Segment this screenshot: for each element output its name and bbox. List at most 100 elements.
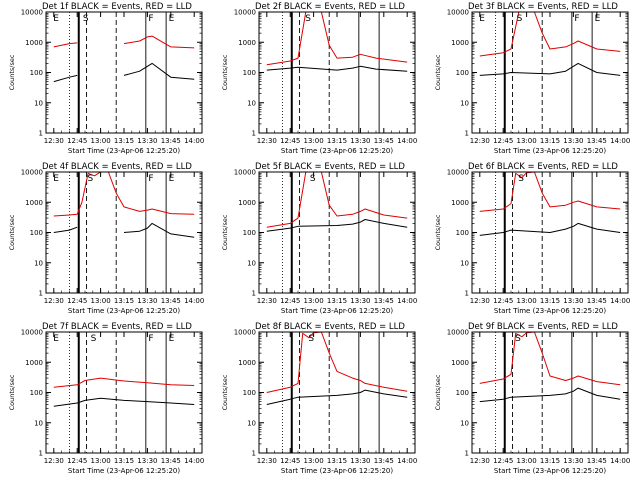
x-tick-label: 13:15 bbox=[327, 137, 347, 145]
x-tick-label: 13:30 bbox=[350, 457, 370, 465]
x-tick-label: 14:00 bbox=[184, 297, 204, 305]
chart-title: Det 3f BLACK = Events, RED = LLD bbox=[468, 2, 618, 12]
x-tick-label: 13:00 bbox=[304, 457, 324, 465]
chart-panel: Det 3f BLACK = Events, RED = LLD Counts/s… bbox=[434, 2, 630, 155]
x-tick-label: 13:30 bbox=[350, 297, 370, 305]
y-tick-label: 100 bbox=[456, 389, 469, 397]
lld-series-line bbox=[479, 171, 621, 212]
x-axis-label: Start Time (23-Apr-06 12:25:20) bbox=[68, 147, 180, 155]
chart-panel: Det 1f BLACK = Events, RED = LLD Counts/s… bbox=[8, 2, 204, 155]
x-tick-label: 14:00 bbox=[184, 457, 204, 465]
chart-panel: Det 5f BLACK = Events, RED = LLD Counts/s… bbox=[221, 162, 417, 315]
x-tick-label: 13:00 bbox=[517, 137, 537, 145]
y-tick-label: 10 bbox=[460, 99, 469, 107]
plot-frame bbox=[471, 11, 629, 134]
chart-title: Det 8f BLACK = Events, RED = LLD bbox=[255, 322, 405, 332]
y-tick-label: 1000 bbox=[238, 359, 256, 367]
plot-frame bbox=[258, 11, 416, 134]
events-series-line bbox=[266, 219, 408, 232]
x-tick-label: 12:30 bbox=[44, 137, 64, 145]
y-axis-label: Counts/sec bbox=[434, 214, 442, 250]
y-tick-label: 1000 bbox=[238, 199, 256, 207]
y-tick-label: 100 bbox=[456, 229, 469, 237]
x-tick-label: 13:00 bbox=[517, 297, 537, 305]
chart-panel: Det 7f BLACK = Events, RED = LLD Counts/s… bbox=[8, 322, 204, 475]
x-tick-label: 13:45 bbox=[161, 137, 181, 145]
x-tick-label: 13:30 bbox=[137, 297, 157, 305]
x-tick-label: 13:00 bbox=[304, 297, 324, 305]
x-axis-label: Start Time (23-Apr-06 12:25:20) bbox=[494, 307, 606, 315]
x-tick-label: 13:15 bbox=[540, 297, 560, 305]
interval-marker-label: E bbox=[595, 14, 601, 24]
y-tick-label: 10 bbox=[34, 259, 43, 267]
x-tick-label: 12:45 bbox=[280, 457, 300, 465]
y-tick-label: 10000 bbox=[447, 169, 469, 177]
interval-marker-label: F bbox=[148, 334, 153, 344]
y-tick-label: 10 bbox=[247, 99, 256, 107]
x-tick-label: 13:00 bbox=[91, 457, 111, 465]
x-axis-label: Start Time (23-Apr-06 12:25:20) bbox=[494, 147, 606, 155]
x-tick-label: 13:45 bbox=[587, 457, 607, 465]
y-axis-label: Counts/sec bbox=[434, 374, 442, 410]
y-tick-label: 1 bbox=[39, 130, 43, 138]
y-tick-label: 1000 bbox=[451, 39, 469, 47]
events-series-line bbox=[53, 397, 195, 407]
x-tick-label: 14:00 bbox=[397, 457, 417, 465]
x-tick-label: 12:45 bbox=[493, 297, 513, 305]
lld-series-line bbox=[479, 11, 621, 57]
chart-title: Det 6f BLACK = Events, RED = LLD bbox=[468, 162, 618, 172]
interval-marker-label: F bbox=[574, 14, 579, 24]
y-tick-label: 100 bbox=[243, 389, 256, 397]
y-tick-label: 1 bbox=[465, 130, 469, 138]
plot-frame bbox=[258, 331, 416, 454]
events-series-line bbox=[479, 62, 621, 76]
y-axis-label: Counts/sec bbox=[221, 54, 229, 90]
x-tick-label: 13:45 bbox=[587, 297, 607, 305]
y-tick-label: 10000 bbox=[447, 329, 469, 337]
x-axis-label: Start Time (23-Apr-06 12:25:20) bbox=[281, 147, 393, 155]
x-tick-label: 13:45 bbox=[587, 137, 607, 145]
chart-panel: Det 8f BLACK = Events, RED = LLD Counts/s… bbox=[221, 322, 417, 475]
lld-series-line bbox=[266, 331, 408, 393]
y-tick-label: 1000 bbox=[25, 359, 43, 367]
x-tick-label: 12:45 bbox=[493, 457, 513, 465]
x-tick-label: 14:00 bbox=[397, 297, 417, 305]
interval-marker-label: E bbox=[169, 14, 175, 24]
interval-marker-label: S bbox=[308, 334, 314, 344]
x-tick-label: 13:15 bbox=[327, 297, 347, 305]
y-axis-label: Counts/sec bbox=[8, 214, 16, 250]
plot-frame bbox=[45, 171, 203, 294]
y-tick-label: 1 bbox=[465, 450, 469, 458]
interval-marker-label: E bbox=[53, 174, 59, 184]
x-tick-label: 13:00 bbox=[517, 457, 537, 465]
interval-marker-label: S bbox=[515, 334, 521, 344]
x-tick-label: 12:45 bbox=[67, 137, 87, 145]
x-tick-label: 12:30 bbox=[470, 137, 490, 145]
y-tick-label: 1 bbox=[252, 290, 256, 298]
x-tick-label: 12:45 bbox=[280, 297, 300, 305]
y-tick-label: 100 bbox=[243, 229, 256, 237]
interval-marker-label: S bbox=[518, 174, 524, 184]
x-axis-label: Start Time (23-Apr-06 12:25:20) bbox=[68, 467, 180, 475]
lld-series-line bbox=[479, 331, 621, 386]
y-tick-label: 10000 bbox=[21, 169, 43, 177]
interval-marker-label: S bbox=[88, 174, 94, 184]
plot-frame bbox=[471, 331, 629, 454]
x-tick-label: 14:00 bbox=[610, 297, 630, 305]
y-tick-label: 1 bbox=[39, 450, 43, 458]
plot-frame bbox=[471, 171, 629, 294]
y-tick-label: 1000 bbox=[25, 39, 43, 47]
y-tick-label: 1 bbox=[252, 130, 256, 138]
y-tick-label: 100 bbox=[456, 69, 469, 77]
x-tick-label: 12:30 bbox=[44, 297, 64, 305]
x-tick-label: 13:00 bbox=[91, 137, 111, 145]
x-tick-label: 12:45 bbox=[67, 297, 87, 305]
x-tick-label: 12:30 bbox=[257, 297, 277, 305]
x-tick-label: 13:15 bbox=[114, 297, 134, 305]
events-series-line bbox=[266, 389, 408, 405]
y-tick-label: 1000 bbox=[238, 39, 256, 47]
x-tick-label: 12:30 bbox=[257, 137, 277, 145]
y-tick-label: 10 bbox=[460, 259, 469, 267]
x-tick-label: 14:00 bbox=[610, 137, 630, 145]
